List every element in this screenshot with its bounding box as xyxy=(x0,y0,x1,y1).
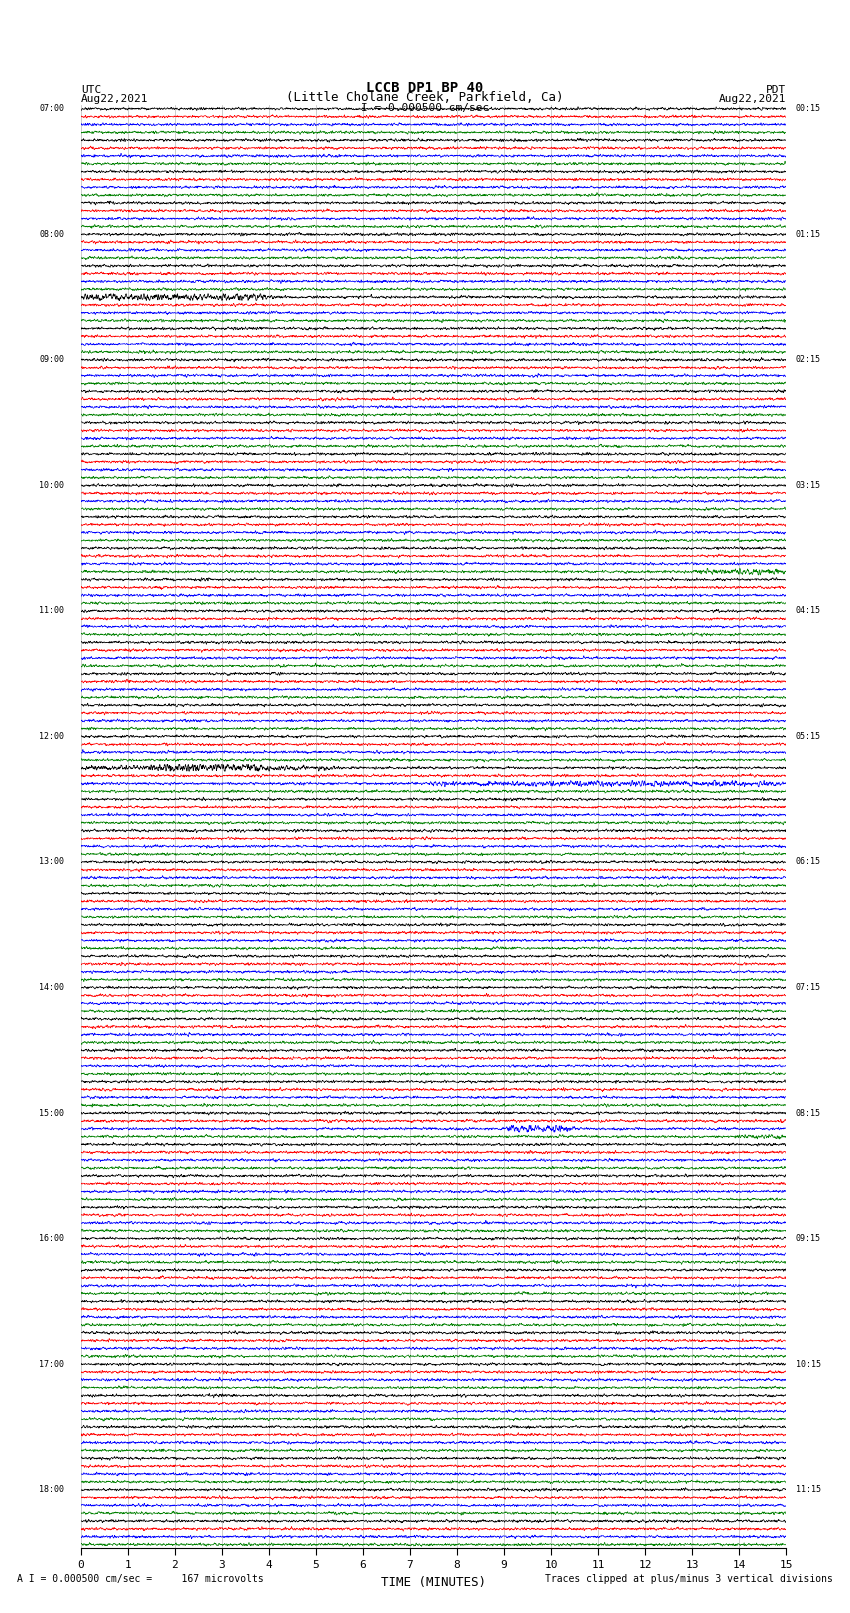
Text: 17:00: 17:00 xyxy=(39,1360,65,1368)
Text: 09:00: 09:00 xyxy=(39,355,65,365)
Text: Aug22,2021: Aug22,2021 xyxy=(81,94,148,105)
Text: PDT: PDT xyxy=(766,85,786,95)
X-axis label: TIME (MINUTES): TIME (MINUTES) xyxy=(381,1576,486,1589)
Text: 16:00: 16:00 xyxy=(39,1234,65,1244)
Text: 15:00: 15:00 xyxy=(39,1108,65,1118)
Text: 00:15: 00:15 xyxy=(796,105,820,113)
Text: Aug22,2021: Aug22,2021 xyxy=(719,94,786,105)
Text: 07:00: 07:00 xyxy=(39,105,65,113)
Text: LCCB DP1 BP 40: LCCB DP1 BP 40 xyxy=(366,81,484,95)
Text: 12:00: 12:00 xyxy=(39,732,65,740)
Text: 11:00: 11:00 xyxy=(39,606,65,616)
Text: 10:15: 10:15 xyxy=(796,1360,820,1368)
Text: 14:00: 14:00 xyxy=(39,982,65,992)
Text: 02:15: 02:15 xyxy=(796,355,820,365)
Text: 01:15: 01:15 xyxy=(796,229,820,239)
Text: A I = 0.000500 cm/sec =     167 microvolts: A I = 0.000500 cm/sec = 167 microvolts xyxy=(17,1574,264,1584)
Text: Traces clipped at plus/minus 3 vertical divisions: Traces clipped at plus/minus 3 vertical … xyxy=(545,1574,833,1584)
Text: UTC: UTC xyxy=(81,85,101,95)
Text: 11:15: 11:15 xyxy=(796,1486,820,1494)
Text: 03:15: 03:15 xyxy=(796,481,820,490)
Text: 07:15: 07:15 xyxy=(796,982,820,992)
Text: 10:00: 10:00 xyxy=(39,481,65,490)
Text: 06:15: 06:15 xyxy=(796,858,820,866)
Text: 08:00: 08:00 xyxy=(39,229,65,239)
Text: 09:15: 09:15 xyxy=(796,1234,820,1244)
Text: 18:00: 18:00 xyxy=(39,1486,65,1494)
Text: 04:15: 04:15 xyxy=(796,606,820,616)
Text: I = 0.000500 cm/sec: I = 0.000500 cm/sec xyxy=(361,103,489,113)
Text: 05:15: 05:15 xyxy=(796,732,820,740)
Text: 13:00: 13:00 xyxy=(39,858,65,866)
Text: 08:15: 08:15 xyxy=(796,1108,820,1118)
Text: (Little Cholane Creek, Parkfield, Ca): (Little Cholane Creek, Parkfield, Ca) xyxy=(286,90,564,105)
